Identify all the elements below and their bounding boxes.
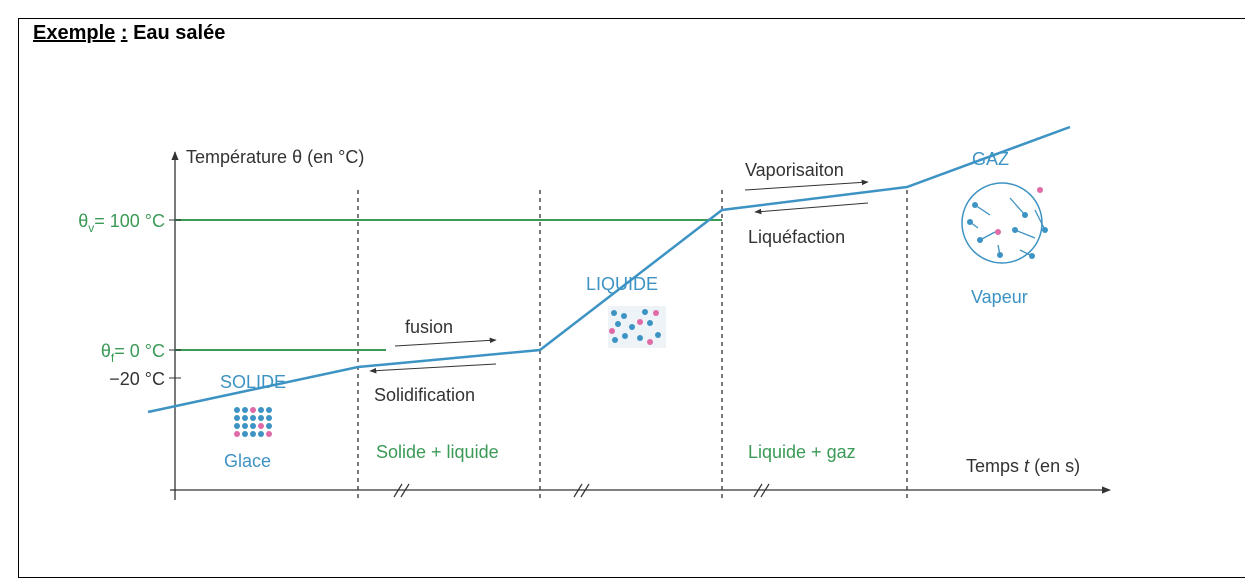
y-axis-label-text: Température	[186, 147, 287, 167]
x-axis-unit: (en s)	[1034, 456, 1080, 476]
diagram: Température θ (en °C) Temps t (en s) θv=…	[0, 0, 1245, 562]
page: Exemple : Eau salée Température θ (en °C…	[0, 0, 1245, 562]
transition-arrow	[745, 182, 868, 190]
x-axis-label-text: Temps	[966, 456, 1019, 476]
zone-label: Liquide + gaz	[748, 442, 856, 462]
heating-curve	[148, 127, 1070, 412]
transition-label: Vaporisaiton	[745, 160, 844, 180]
level-label: −20 °C	[109, 369, 165, 389]
y-axis-unit: (en °C)	[307, 147, 364, 167]
solid-particles	[234, 407, 272, 437]
y-axis-label: Température θ (en °C)	[186, 147, 364, 167]
state-caption: Glace	[224, 451, 271, 471]
level-symbol: θ	[78, 211, 88, 231]
zone-label: Solide + liquide	[376, 442, 499, 462]
state-name: SOLIDE	[220, 372, 286, 392]
level-text: = 100 °C	[94, 211, 165, 231]
x-axis-label: Temps t (en s)	[966, 456, 1080, 476]
level-label: θv= 100 °C	[78, 211, 165, 235]
gas-particles	[962, 183, 1048, 263]
state-name: LIQUIDE	[586, 274, 658, 294]
transition-label: Liquéfaction	[748, 227, 845, 247]
y-axis-theta: θ	[292, 147, 302, 167]
state-name: GAZ	[972, 149, 1009, 169]
level-text: = 0 °C	[114, 341, 165, 361]
level-symbol: θ	[101, 341, 111, 361]
state-caption: Vapeur	[971, 287, 1028, 307]
liquid-particles	[608, 306, 666, 348]
transition-arrow	[395, 340, 496, 346]
x-axis-variable: t	[1024, 456, 1030, 476]
level-label: θf= 0 °C	[101, 341, 165, 365]
transition-label: fusion	[405, 317, 453, 337]
transition-label: Solidification	[374, 385, 475, 405]
